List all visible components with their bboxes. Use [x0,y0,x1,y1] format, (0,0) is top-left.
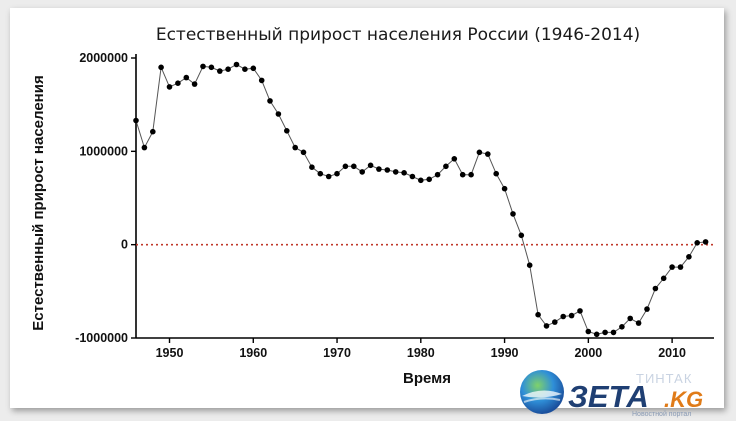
data-point [267,98,273,104]
data-point [376,166,382,172]
logo-sub-text: Новостной портал [632,410,691,418]
data-point [418,177,424,184]
data-point [627,315,633,322]
data-point [652,285,659,292]
data-point [568,312,575,319]
data-point [351,163,357,170]
data-point [225,66,231,72]
data-point [150,128,156,135]
data-point [275,111,282,117]
data-point [619,324,625,330]
data-point [300,149,307,156]
data-point [434,171,441,178]
x-axis-label: Время [403,370,451,387]
y-axis-label: Естественный прирост населения [30,75,47,330]
data-point [183,74,190,81]
data-point [367,162,374,169]
data-point [242,66,248,72]
data-point [325,173,332,180]
data-point [309,164,315,170]
data-point [166,84,173,90]
axes-layer [131,54,714,343]
data-point [686,254,692,260]
site-logo: ТИНТАК ЗЕТА .KG Новостной портал [520,370,703,418]
data-point [552,319,558,325]
data-point [468,171,474,178]
data-point [292,144,299,151]
population-growth-chart: Естественный прирост населения России (1… [30,25,714,387]
data-point [141,144,148,151]
data-point [660,275,667,282]
x-tick-label: 2010 [658,346,686,360]
data-point [258,77,265,84]
data-point [409,173,416,180]
data-point [694,240,700,246]
data-point [577,308,583,314]
series-line [135,63,706,335]
tick-labels: 2000000 1000000 0 -1000000 1950 1960 1970 1980 1… [75,51,686,360]
data-point [334,170,340,177]
y-tick-label: 0 [121,238,128,252]
x-tick-label: 2000 [574,346,602,360]
data-point [384,167,391,173]
data-point [233,61,240,68]
data-point [250,65,257,72]
data-point [610,329,617,336]
x-tick-label: 1990 [491,346,519,360]
data-point [342,163,349,170]
data-point [485,151,491,157]
x-tick-label: 1950 [156,346,184,360]
data-point [602,329,608,336]
data-point [451,156,458,162]
data-point [535,311,541,318]
data-point [493,170,500,177]
data-point [426,176,433,183]
logo-accent-text: .KG [664,387,703,412]
data-point [669,264,675,270]
data-point [518,232,525,239]
data-point [702,239,709,245]
data-point [593,331,600,338]
data-point [217,68,223,74]
data-point [175,80,181,86]
data-point [133,117,139,124]
data-point [359,169,366,175]
x-tick-label: 1960 [239,346,267,360]
data-point [443,163,449,170]
data-point [158,64,164,71]
data-point [526,262,533,268]
data-point [644,306,650,312]
chart-card: Естественный прирост населения России (1… [10,8,724,408]
logo-main-text: ЗЕТА [568,379,649,414]
data-point [392,169,399,175]
series-layer [133,61,709,338]
y-tick-label: 1000000 [79,144,128,158]
data-point [401,170,407,176]
data-point [200,63,206,70]
data-point [585,328,592,335]
chart-title: Естественный прирост населения России (1… [156,25,640,45]
data-point [459,171,466,178]
y-tick-label: -1000000 [75,331,128,345]
data-point [284,128,290,134]
x-tick-label: 1970 [323,346,351,360]
data-point [543,323,550,329]
data-point [677,264,684,270]
data-point [317,170,324,177]
x-tick-label: 1980 [407,346,435,360]
data-point [560,313,566,320]
data-point [510,211,516,217]
data-point [635,320,642,326]
data-point [501,185,508,192]
data-point [191,81,198,87]
logo-ghost-text: ТИНТАК [636,371,692,386]
data-point [208,64,215,71]
data-point [476,149,483,156]
y-tick-label: 2000000 [79,51,128,65]
